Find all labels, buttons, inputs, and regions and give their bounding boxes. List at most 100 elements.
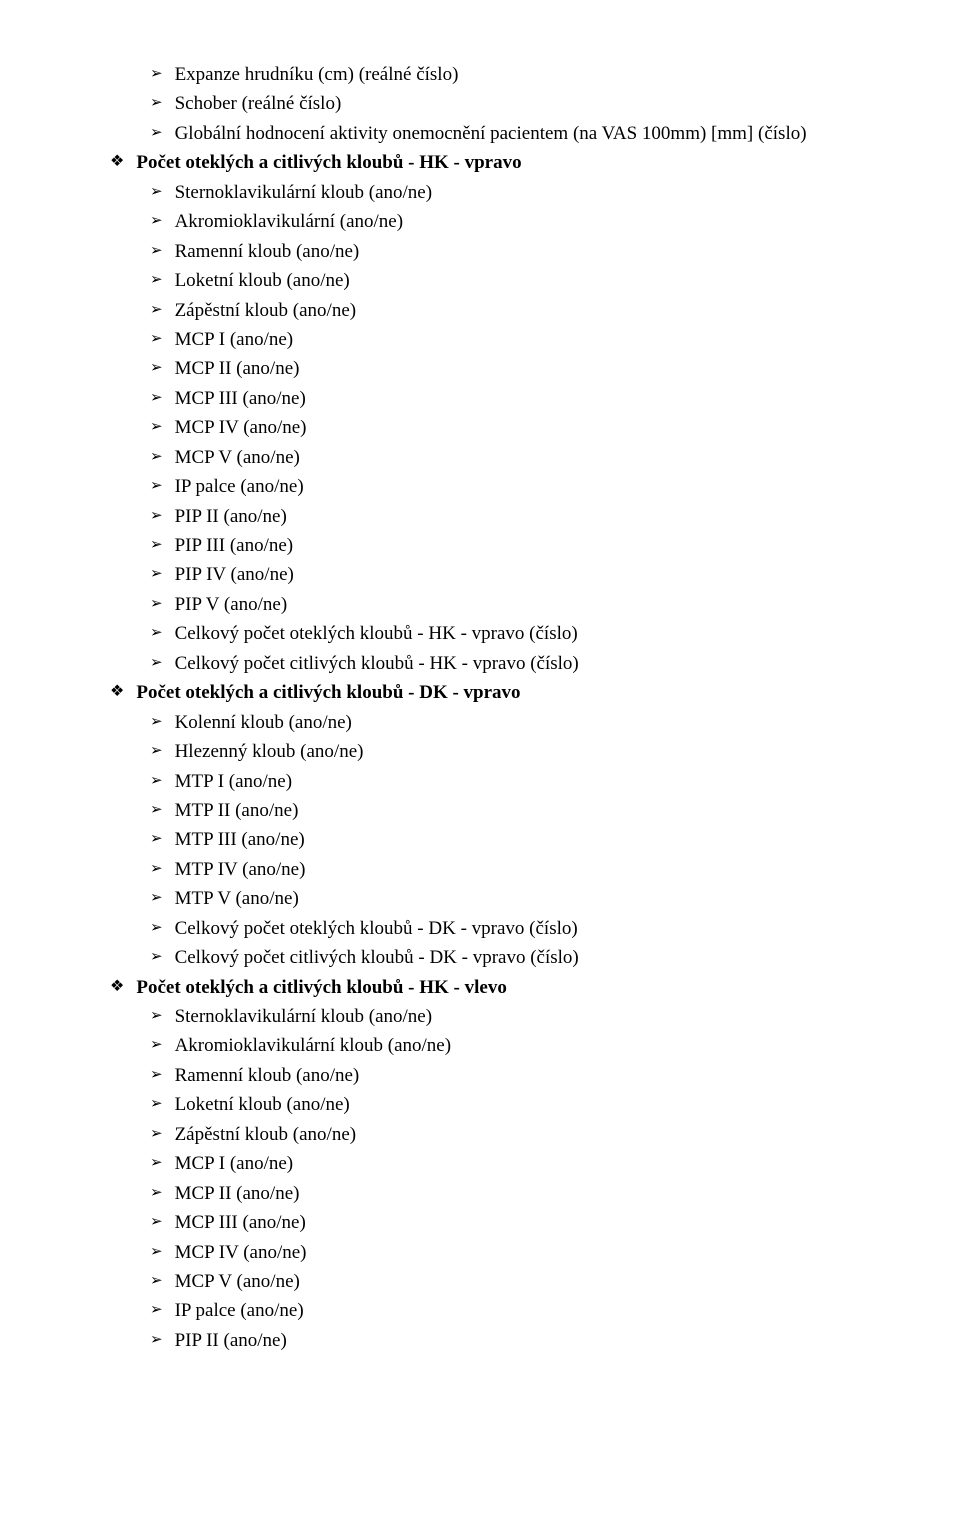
list-item: ➢ MCP II (ano/ne) [150, 354, 880, 383]
chevron-bullet-icon: ➢ [150, 827, 163, 850]
chevron-bullet-icon: ➢ [150, 239, 163, 262]
chevron-bullet-icon: ➢ [150, 945, 163, 968]
list-item: ❖ Počet oteklých a citlivých kloubů - HK … [110, 973, 880, 1002]
list-item-text: Počet oteklých a citlivých kloubů - HK -… [136, 148, 880, 177]
list-item: ➢PIP II (ano/ne) [150, 1326, 880, 1355]
list-item: ➢ Sternoklavikulární kloub (ano/ne) [150, 1002, 880, 1031]
list-item-text: Globální hodnocení aktivity onemocnění p… [175, 119, 880, 148]
list-item: ➢MCP II (ano/ne) [150, 1179, 880, 1208]
list-item: ➢MTP I (ano/ne) [150, 767, 880, 796]
list-item-text: MCP I (ano/ne) [175, 1149, 880, 1178]
list-item: ➢Zápěstní kloub (ano/ne) [150, 1120, 880, 1149]
chevron-bullet-icon: ➢ [150, 445, 163, 468]
list-item: ➢Akromioklavikulární (ano/ne) [150, 207, 880, 236]
list-item-text: MCP V (ano/ne) [175, 443, 880, 472]
list-item-text: IP palce (ano/ne) [175, 1296, 880, 1325]
chevron-bullet-icon: ➢ [150, 327, 163, 350]
list-item: ➢Celkový počet oteklých kloubů - DK - vp… [150, 914, 880, 943]
list-item-text: Celkový počet citlivých kloubů - HK - vp… [175, 649, 880, 678]
list-item-text: PIP II (ano/ne) [175, 502, 880, 531]
list-item-text: Počet oteklých a citlivých kloubů - HK -… [136, 973, 880, 1002]
list-item-text: Počet oteklých a citlivých kloubů - DK -… [136, 678, 880, 707]
chevron-bullet-icon: ➢ [150, 769, 163, 792]
list-item-text: MCP II (ano/ne) [175, 354, 880, 383]
list-item: ➢ Sternoklavikulární kloub (ano/ne) [150, 178, 880, 207]
list-item: ➢ Celkový počet citlivých kloubů - DK - v… [150, 943, 880, 972]
list-item-text: Celkový počet oteklých kloubů - DK - vpr… [175, 914, 880, 943]
list-item-text: Loketní kloub (ano/ne) [175, 1090, 880, 1119]
list-item-text: Zápěstní kloub (ano/ne) [175, 1120, 880, 1149]
chevron-bullet-icon: ➢ [150, 1210, 163, 1233]
diamond-bullet-icon: ❖ [110, 975, 124, 1000]
chevron-bullet-icon: ➢ [150, 1151, 163, 1174]
chevron-bullet-icon: ➢ [150, 298, 163, 321]
list-item-text: Zápěstní kloub (ano/ne) [175, 296, 880, 325]
chevron-bullet-icon: ➢ [150, 739, 163, 762]
list-item: ➢ Zápěstní kloub (ano/ne) [150, 296, 880, 325]
list-item-text: Sternoklavikulární kloub (ano/ne) [175, 178, 880, 207]
chevron-bullet-icon: ➢ [150, 474, 163, 497]
list-item-text: MTP V (ano/ne) [175, 884, 880, 913]
chevron-bullet-icon: ➢ [150, 180, 163, 203]
list-item: ➢Expanze hrudníku (cm) (reálné číslo) [150, 60, 880, 89]
chevron-bullet-icon: ➢ [150, 356, 163, 379]
list-item-text: MCP III (ano/ne) [175, 1208, 880, 1237]
chevron-bullet-icon: ➢ [150, 710, 163, 733]
chevron-bullet-icon: ➢ [150, 121, 163, 144]
list-item-text: Hlezenný kloub (ano/ne) [175, 737, 880, 766]
chevron-bullet-icon: ➢ [150, 651, 163, 674]
list-item-text: PIP V (ano/ne) [175, 590, 880, 619]
chevron-bullet-icon: ➢ [150, 268, 163, 291]
chevron-bullet-icon: ➢ [150, 1063, 163, 1086]
list-item-text: PIP II (ano/ne) [175, 1326, 880, 1355]
list-item-text: MTP III (ano/ne) [175, 825, 880, 854]
chevron-bullet-icon: ➢ [150, 886, 163, 909]
list-item: ➢ Ramenní kloub (ano/ne) [150, 1061, 880, 1090]
chevron-bullet-icon: ➢ [150, 533, 163, 556]
list-item: ➢ Globální hodnocení aktivity onemocnění … [150, 119, 880, 148]
chevron-bullet-icon: ➢ [150, 1092, 163, 1115]
list-item: ➢Akromioklavikulární kloub (ano/ne) [150, 1031, 880, 1060]
chevron-bullet-icon: ➢ [150, 592, 163, 615]
list-item: ➢ MCP V (ano/ne) [150, 443, 880, 472]
list-item: ➢ Loketní kloub (ano/ne) [150, 1090, 880, 1119]
chevron-bullet-icon: ➢ [150, 1004, 163, 1027]
list-item-text: MTP II (ano/ne) [175, 796, 880, 825]
list-item-text: MCP V (ano/ne) [175, 1267, 880, 1296]
list-item-text: Ramenní kloub (ano/ne) [175, 1061, 880, 1090]
list-item-text: MCP I (ano/ne) [175, 325, 880, 354]
list-item-text: MCP III (ano/ne) [175, 384, 880, 413]
list-item-text: Schober (reálné číslo) [175, 89, 880, 118]
chevron-bullet-icon: ➢ [150, 1298, 163, 1321]
list-item: ➢ Celkový počet citlivých kloubů - HK - v… [150, 649, 880, 678]
chevron-bullet-icon: ➢ [150, 209, 163, 232]
list-item: ➢MCP V (ano/ne) [150, 1267, 880, 1296]
chevron-bullet-icon: ➢ [150, 504, 163, 527]
list-item: ➢MTP II (ano/ne) [150, 796, 880, 825]
list-item: ➢PIP III (ano/ne) [150, 531, 880, 560]
list-item: ❖ Počet oteklých a citlivých kloubů - HK … [110, 148, 880, 177]
document-list: ➢Expanze hrudníku (cm) (reálné číslo)➢Sc… [110, 60, 880, 1355]
diamond-bullet-icon: ❖ [110, 150, 124, 175]
list-item: ➢Loketní kloub (ano/ne) [150, 266, 880, 295]
list-item-text: Kolenní kloub (ano/ne) [175, 708, 880, 737]
list-item: ➢MCP IV (ano/ne) [150, 1238, 880, 1267]
list-item: ➢ PIP V (ano/ne) [150, 590, 880, 619]
list-item-text: Expanze hrudníku (cm) (reálné číslo) [175, 60, 880, 89]
chevron-bullet-icon: ➢ [150, 386, 163, 409]
list-item: ➢Celkový počet oteklých kloubů - HK - vp… [150, 619, 880, 648]
list-item-text: MCP IV (ano/ne) [175, 1238, 880, 1267]
list-item: ➢MCP IV (ano/ne) [150, 413, 880, 442]
list-item-text: Akromioklavikulární kloub (ano/ne) [175, 1031, 880, 1060]
list-item-text: MCP IV (ano/ne) [175, 413, 880, 442]
list-item: ➢Schober (reálné číslo) [150, 89, 880, 118]
list-item-text: Celkový počet citlivých kloubů - DK - vp… [175, 943, 880, 972]
list-item-text: Ramenní kloub (ano/ne) [175, 237, 880, 266]
list-item-text: Sternoklavikulární kloub (ano/ne) [175, 1002, 880, 1031]
list-item: ❖ Počet oteklých a citlivých kloubů - DK … [110, 678, 880, 707]
list-item: ➢ Hlezenný kloub (ano/ne) [150, 737, 880, 766]
diamond-bullet-icon: ❖ [110, 680, 124, 705]
list-item-text: MCP II (ano/ne) [175, 1179, 880, 1208]
list-item: ➢ MCP III (ano/ne) [150, 1208, 880, 1237]
list-item: ➢ Kolenní kloub (ano/ne) [150, 708, 880, 737]
